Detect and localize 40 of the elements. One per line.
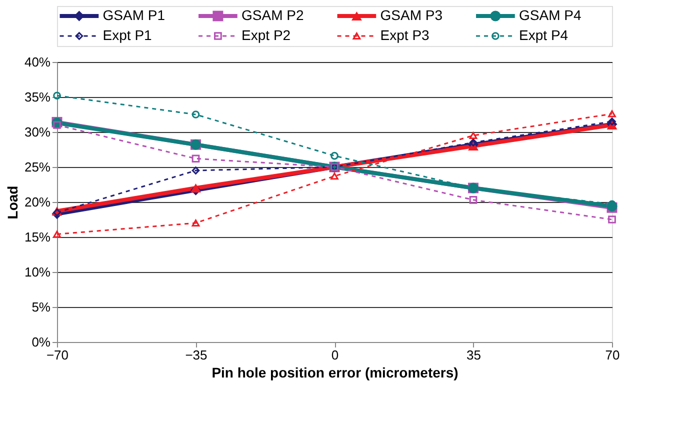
point: [53, 92, 61, 100]
y-tick-label: 25%: [24, 160, 51, 174]
legend-label: GSAM P2: [242, 7, 304, 23]
x-tick-label: −70: [46, 348, 69, 362]
y-tick-label: 40%: [24, 54, 51, 70]
point: [53, 121, 61, 129]
point: [53, 230, 61, 238]
point: [608, 110, 616, 118]
x-tick-label: 70: [605, 348, 620, 362]
y-tick-label: 20%: [24, 194, 51, 210]
point: [190, 183, 201, 193]
point: [192, 166, 200, 174]
x-tick-label: 35: [466, 348, 481, 362]
legend-label: Expt P1: [102, 27, 152, 43]
point: [608, 118, 616, 126]
point: [469, 138, 478, 146]
point: [608, 216, 616, 224]
x-axis-title: Pin hole position error (micrometers): [212, 364, 458, 380]
x-tick-label: 0: [331, 348, 339, 362]
point: [330, 152, 338, 160]
legend-label: Expt P4: [519, 27, 568, 43]
legend-label: GSAM P1: [102, 7, 166, 23]
y-tick-label: 0%: [32, 334, 51, 350]
y-axis-title: Load: [4, 186, 20, 220]
point: [192, 110, 200, 118]
legend-label: Expt P2: [242, 27, 291, 43]
y-tick-label: 35%: [24, 90, 51, 104]
x-tick-label: −35: [185, 348, 208, 362]
legend-label: GSAM P3: [380, 7, 443, 23]
y-tick-label: 10%: [24, 264, 51, 280]
point: [469, 132, 478, 139]
y-tick-label: 30%: [24, 124, 51, 140]
point: [469, 196, 478, 204]
legend-label: Expt P3: [380, 27, 430, 43]
y-tick-label: 5%: [32, 300, 51, 314]
y-tick-label: 15%: [24, 230, 51, 244]
point: [330, 172, 338, 180]
point: [192, 154, 200, 163]
point: [192, 220, 200, 226]
legend-label: GSAM P4: [519, 7, 582, 23]
